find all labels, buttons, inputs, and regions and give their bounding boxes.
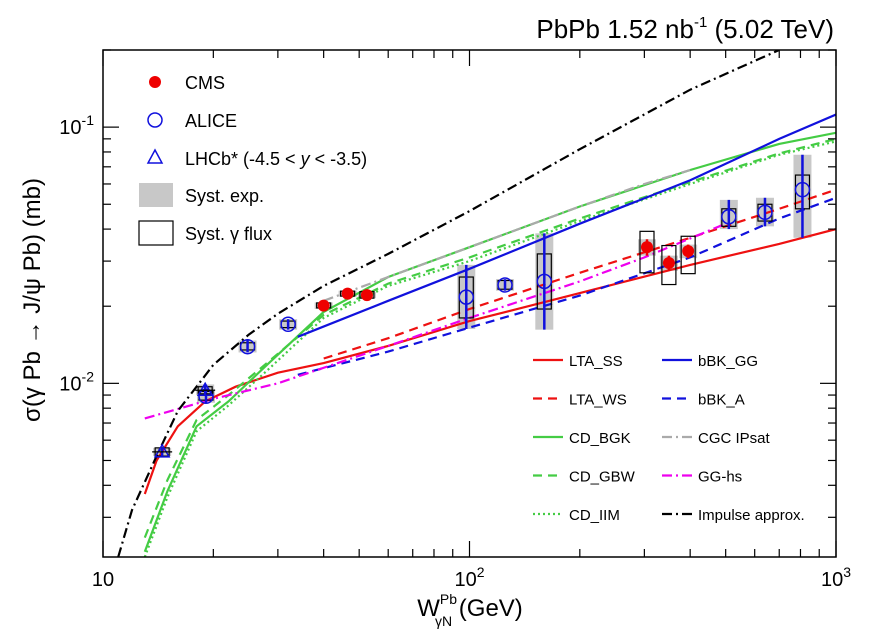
cms-point-3 [639,230,655,274]
cms-marker-0 [317,299,330,312]
lhcb-point-0 [152,443,173,458]
data-legend: CMS ALICE LHCb* (-4.5 < y < -3.5) Syst. exp… [138,73,367,246]
lhcb-marker-1 [196,381,214,396]
plot-content [117,50,836,557]
legend-syst-flux-label: Syst. γ flux [185,224,272,244]
legend-label-cd-bgk: CD_BGK [569,430,631,447]
cms-marker-3 [640,241,653,254]
x-label-sub: γN [435,613,452,629]
legend-syst-exp-label: Syst. exp. [185,186,264,206]
legend-syst-exp-swatch [139,183,173,207]
legend-lhcb-label: LHCb* (-4.5 < y < -3.5) [185,149,367,169]
alice-point-3 [458,264,475,329]
title-suffix: (5.02 TeV) [707,14,834,44]
alice-marker-3 [458,289,475,305]
curve-lta-ws [323,188,836,360]
legend-label-bbk-gg: bBK_GG [698,353,758,370]
cms-point-5 [680,235,696,275]
x-label-unit: (GeV) [452,595,523,622]
y-tick-label: 10-2 [59,368,94,395]
alice-point-4 [497,277,513,293]
alice-point-8 [794,154,811,238]
y-axis-label: σ(γ Pb → J/ψ Pb) (mb) [19,178,46,422]
legend-lhcb-marker [146,148,164,164]
curve-cd-bgk [143,131,836,553]
title-main: PbPb 1.52 nb [536,14,694,44]
x-label-main: W [417,595,440,622]
cms-marker-4 [662,256,675,269]
cms-syst-flux-3 [639,230,655,274]
legend-label-bbk-a: bBK_A [698,392,745,409]
curve-cgc-ipsat [323,168,691,302]
alice-marker-6 [721,208,737,225]
alice-point-5 [536,233,553,330]
cms-syst-flux-4 [661,244,677,286]
alice-marker-5 [536,273,553,290]
lhcb-point-1 [195,381,216,396]
x-axis-label: WPb γN (GeV) [417,591,523,629]
alice-marker-4 [497,277,513,293]
model-legend: LTA_SS bBK_GG LTA_WS bBK_A CD_BGK CGC IPsat CD… [533,353,805,524]
cms-point-0 [316,299,332,312]
legend-label-cd-iim: CD_IIM [569,507,620,524]
curve-lta-ss [143,228,836,495]
legend-label-lta-ss: LTA_SS [569,353,623,370]
x-tick-label: 102 [454,564,484,591]
alice-point-6 [721,199,737,230]
plot-area [117,50,836,557]
alice-marker-8 [794,181,811,198]
legend-label-lta-ws: LTA_WS [569,392,627,409]
x-tick-label: 10 [92,569,114,591]
legend-label-cd-gbw: CD_GBW [569,469,636,486]
axes: 10 102 103 10-2 10-1 [59,49,851,591]
cms-marker-5 [682,245,695,258]
legend-label-cgc-ipsat: CGC IPsat [698,430,771,447]
cms-point-1 [340,287,356,300]
cms-marker-2 [360,289,373,302]
lhcb-marker-0 [153,443,171,458]
legend-syst-flux-swatch [138,220,174,246]
alice-marker-2 [280,316,296,333]
alice-point-2 [280,316,296,333]
legend-label-impulse-approx-: Impulse approx. [698,507,805,524]
alice-point-7 [757,197,773,227]
alice-marker-1 [239,338,256,355]
curve-gg-hs [144,222,727,420]
curve-bbk-a [297,196,836,376]
x-label-sup: Pb [440,591,457,607]
legend: CMS ALICE LHCb* (-4.5 < y < -3.5) Syst. exp… [138,73,805,524]
legend-label-gg-hs: GG-hs [698,469,742,486]
legend-cms-label: CMS [185,73,225,93]
alice-point-1 [239,338,256,355]
curve-bbk-gg [297,113,836,338]
legend-alice-label: ALICE [185,111,237,131]
y-tick-label: 10-1 [59,112,94,139]
x-tick-label: 103 [821,564,851,591]
title-sup: -1 [694,14,707,31]
legend-alice-marker [147,112,163,128]
alice-marker-7 [757,204,773,221]
cms-point-4 [661,244,677,286]
chart-title: PbPb 1.52 nb-1 (5.02 TeV) [536,14,834,44]
cms-marker-1 [341,287,354,300]
cms-point-2 [359,289,375,302]
cms-syst-flux-5 [680,235,696,275]
legend-cms-marker [149,76,161,88]
